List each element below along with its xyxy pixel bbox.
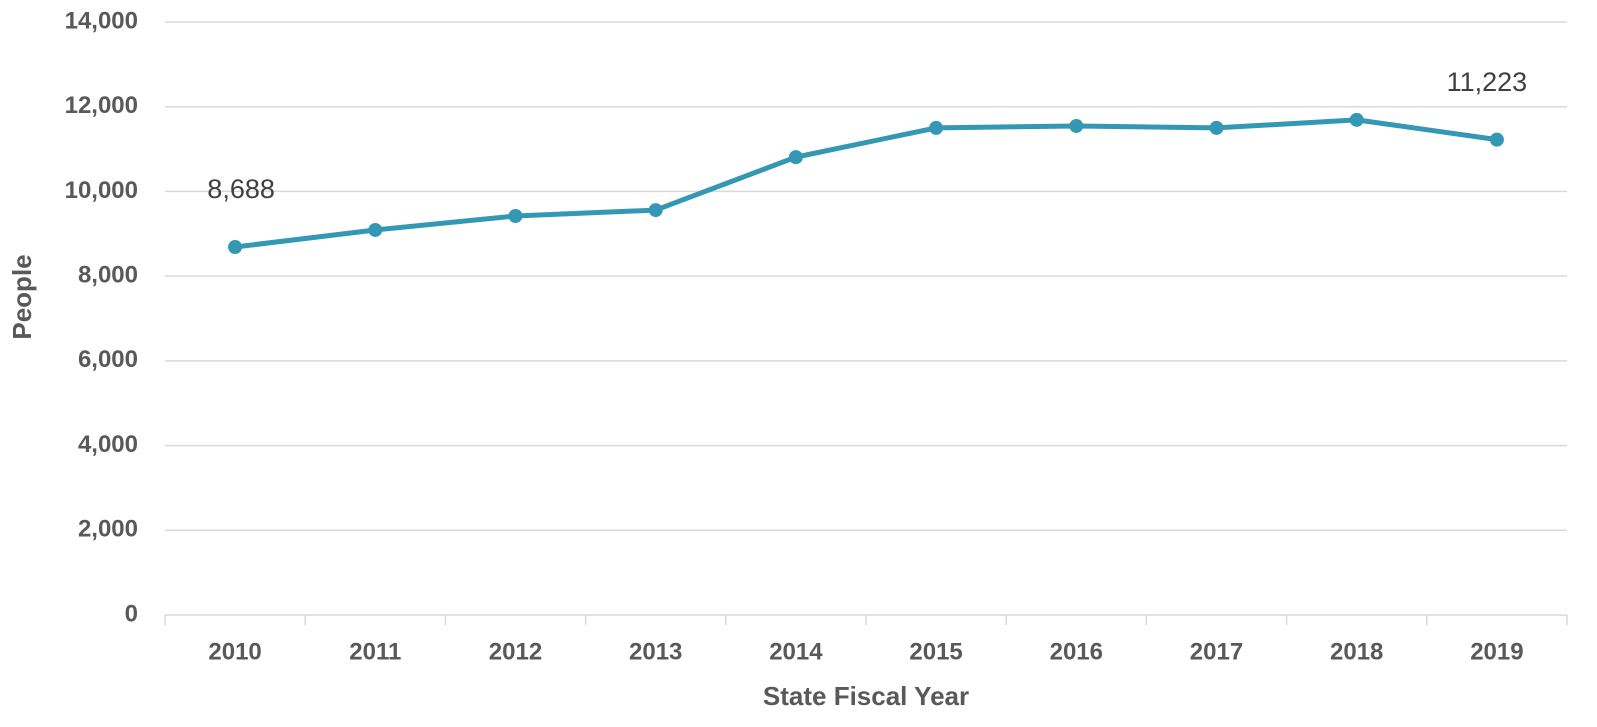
point	[648, 203, 663, 218]
data-label: 11,223	[1447, 67, 1528, 97]
point	[368, 222, 383, 237]
y-tick-label: 8,000	[78, 261, 138, 288]
point	[788, 150, 803, 165]
y-axis-title: People	[7, 254, 37, 339]
point	[1489, 132, 1504, 147]
x-tick-label: 2017	[1190, 638, 1243, 665]
point	[508, 208, 523, 223]
point	[929, 120, 944, 135]
point	[1069, 118, 1084, 133]
line	[234, 117, 1498, 250]
x-tick-label: 2016	[1050, 638, 1103, 665]
x-tick-label: 2012	[489, 638, 542, 665]
data-label: 8,688	[207, 174, 275, 204]
point	[228, 240, 243, 255]
x-axis-title: State Fiscal Year	[763, 681, 969, 711]
x-tick-label: 2011	[349, 638, 401, 665]
y-tick-label: 6,000	[78, 346, 138, 373]
y-tick-label: 4,000	[78, 431, 138, 458]
y-tick-label: 2,000	[78, 516, 138, 543]
x-tick-label: 2019	[1470, 638, 1523, 665]
y-tick-label: 10,000	[65, 177, 138, 204]
x-tick-label: 2014	[769, 638, 823, 665]
x-tick-label: 2015	[909, 638, 962, 665]
y-tick-label: 14,000	[65, 7, 138, 34]
x-tick-label: 2010	[208, 638, 261, 665]
point	[1209, 120, 1224, 135]
y-tick-label: 12,000	[65, 92, 138, 119]
x-tick-label: 2013	[629, 638, 682, 665]
x-tick-label: 2018	[1330, 638, 1383, 665]
point	[1349, 112, 1364, 127]
y-tick-label: 0	[125, 600, 138, 627]
